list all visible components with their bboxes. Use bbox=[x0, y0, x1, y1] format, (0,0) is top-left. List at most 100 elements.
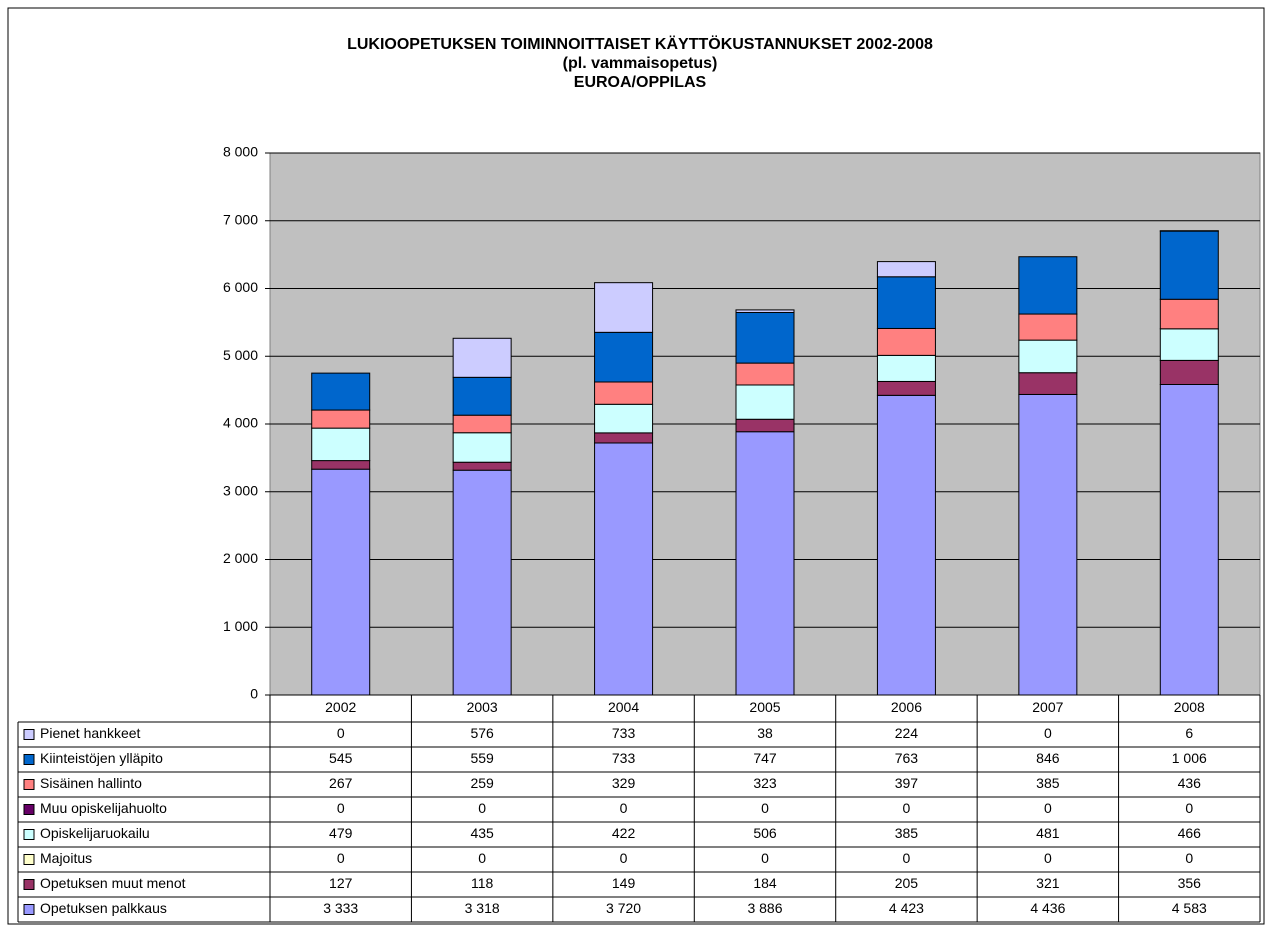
y-tick-label: 1 000 bbox=[223, 618, 258, 634]
table-value: 267 bbox=[329, 775, 353, 791]
table-value: 466 bbox=[1178, 825, 1202, 841]
table-value: 3 318 bbox=[465, 900, 500, 916]
bar-segment bbox=[735, 309, 795, 313]
table-value: 149 bbox=[612, 875, 636, 891]
table-value: 0 bbox=[478, 800, 486, 816]
y-tick-label: 0 bbox=[250, 686, 258, 702]
y-tick-label: 7 000 bbox=[223, 211, 258, 227]
chart-subtitle: (pl. vammaisopetus) bbox=[563, 55, 718, 72]
table-value: 385 bbox=[1036, 775, 1060, 791]
table-value: 1 006 bbox=[1172, 750, 1207, 766]
bar-segment bbox=[594, 403, 654, 434]
bar-segment bbox=[594, 442, 654, 696]
table-value: 38 bbox=[757, 725, 773, 741]
bar-segment bbox=[1159, 384, 1219, 696]
bar-segment bbox=[311, 460, 371, 470]
table-value: 479 bbox=[329, 825, 353, 841]
bar-segment bbox=[876, 261, 936, 278]
table-value: 0 bbox=[620, 800, 628, 816]
legend-label: Opiskelijaruokailu bbox=[40, 825, 150, 841]
table-value: 0 bbox=[337, 850, 345, 866]
table-value: 329 bbox=[612, 775, 636, 791]
table-value: 0 bbox=[1044, 800, 1052, 816]
table-value: 436 bbox=[1178, 775, 1202, 791]
chart-title: LUKIOOPETUKSEN TOIMINNOITTAISET KÄYTTÖKU… bbox=[347, 34, 933, 53]
table-value: 0 bbox=[337, 725, 345, 741]
table-value: 4 436 bbox=[1030, 900, 1065, 916]
bar-segment bbox=[876, 276, 936, 329]
y-tick-label: 5 000 bbox=[223, 347, 258, 363]
table-value: 733 bbox=[612, 725, 636, 741]
y-tick-label: 2 000 bbox=[223, 550, 258, 566]
table-value: 224 bbox=[895, 725, 919, 741]
table-value: 321 bbox=[1036, 875, 1060, 891]
bar-segment bbox=[452, 376, 512, 416]
table-value: 385 bbox=[895, 825, 919, 841]
bar-segment bbox=[735, 418, 795, 433]
table-value: 0 bbox=[1185, 850, 1193, 866]
table-value: 763 bbox=[895, 750, 919, 766]
legend-swatch bbox=[23, 779, 35, 790]
bar-segment bbox=[594, 331, 654, 383]
table-value: 3 333 bbox=[323, 900, 358, 916]
legend-swatch bbox=[23, 879, 35, 890]
bar-segment bbox=[1159, 230, 1219, 300]
table-value: 397 bbox=[895, 775, 919, 791]
legend-swatch bbox=[23, 754, 35, 765]
table-value: 6 bbox=[1185, 725, 1193, 741]
legend-label: Majoitus bbox=[40, 850, 92, 866]
table-value: 3 886 bbox=[747, 900, 782, 916]
legend-label: Kiinteistöjen ylläpito bbox=[40, 750, 163, 766]
table-value: 559 bbox=[470, 750, 494, 766]
bar-segment bbox=[1018, 339, 1078, 374]
bar-segment bbox=[594, 432, 654, 444]
table-value: 747 bbox=[753, 750, 777, 766]
legend-swatch bbox=[23, 854, 35, 865]
x-tick-label: 2006 bbox=[891, 699, 922, 715]
table-value: 205 bbox=[895, 875, 919, 891]
table-value: 184 bbox=[753, 875, 777, 891]
table-value: 4 583 bbox=[1172, 900, 1207, 916]
legend-label: Sisäinen hallinto bbox=[40, 775, 142, 791]
table-value: 0 bbox=[761, 800, 769, 816]
y-tick-label: 3 000 bbox=[223, 482, 258, 498]
bar-segment bbox=[452, 461, 512, 471]
table-value: 356 bbox=[1178, 875, 1202, 891]
y-tick-label: 4 000 bbox=[223, 415, 258, 431]
bar-segment bbox=[452, 469, 512, 696]
table-value: 0 bbox=[1044, 725, 1052, 741]
table-value: 733 bbox=[612, 750, 636, 766]
x-tick-label: 2003 bbox=[467, 699, 498, 715]
bar-segment bbox=[452, 337, 512, 378]
legend-label: Pienet hankkeet bbox=[40, 725, 141, 741]
table-value: 506 bbox=[753, 825, 777, 841]
bar-segment bbox=[452, 432, 512, 463]
table-value: 127 bbox=[329, 875, 353, 891]
table-value: 481 bbox=[1036, 825, 1060, 841]
table-value: 259 bbox=[470, 775, 494, 791]
legend-swatch bbox=[23, 829, 35, 840]
legend-swatch bbox=[23, 729, 35, 740]
legend-label: Opetuksen palkkaus bbox=[40, 900, 167, 916]
bar-segment bbox=[311, 468, 371, 696]
table-value: 4 423 bbox=[889, 900, 924, 916]
bar-segment bbox=[1018, 256, 1078, 315]
bar-segment bbox=[876, 327, 936, 356]
bar-segment bbox=[735, 384, 795, 420]
bar-segment bbox=[594, 381, 654, 405]
table-value: 0 bbox=[761, 850, 769, 866]
x-tick-label: 2002 bbox=[325, 699, 356, 715]
legend-swatch bbox=[23, 804, 35, 815]
bar-segment bbox=[735, 362, 795, 386]
bar-segment bbox=[876, 354, 936, 382]
x-tick-label: 2008 bbox=[1174, 699, 1205, 715]
table-value: 846 bbox=[1036, 750, 1060, 766]
bar-segment bbox=[311, 372, 371, 411]
table-value: 3 720 bbox=[606, 900, 641, 916]
legend-swatch bbox=[23, 904, 35, 915]
bar-segment bbox=[735, 431, 795, 696]
bar-segment bbox=[1159, 359, 1219, 386]
bar-segment bbox=[452, 414, 512, 434]
table-value: 0 bbox=[1185, 800, 1193, 816]
